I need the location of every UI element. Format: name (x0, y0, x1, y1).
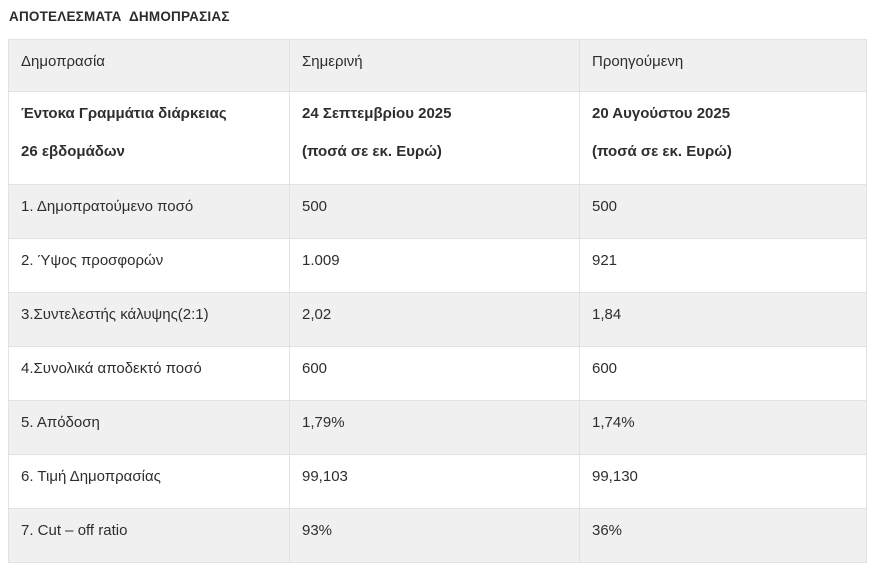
table-row-auctioned-amount: 1. Δημοπρατούμενο ποσό 500 500 (8, 183, 867, 239)
row-current-cell: 93% (289, 507, 580, 563)
table-row-cut-off-ratio: 7. Cut – off ratio 93% 36% (8, 507, 867, 563)
row-current-cell: 1,79% (289, 399, 580, 455)
row-current-cell: 600 (289, 345, 580, 401)
row-label-cell: 3.Συντελεστής κάλυψης(2:1) (8, 291, 290, 347)
row-previous-cell: 921 (579, 237, 867, 293)
bill-duration-label: 26 εβδομάδων (21, 142, 125, 160)
row-previous-cell: 500 (579, 183, 867, 239)
row-current-cell: 2,02 (289, 291, 580, 347)
row-label-cell: 6. Τιμή Δημοπρασίας (8, 453, 290, 509)
table-row-coverage-ratio: 3.Συντελεστής κάλυψης(2:1) 2,02 1,84 (8, 291, 867, 347)
column-header-auction: Δημοπρασία (8, 38, 290, 92)
table-subheader-row: Έντοκα Γραμμάτια διάρκειας 26 εβδομάδων … (8, 90, 867, 185)
previous-auction-date: 20 Αυγούστου 2025 (592, 104, 731, 122)
table-row-accepted-amount: 4.Συνολικά αποδεκτό ποσό 600 600 (8, 345, 867, 401)
table-row-yield: 5. Απόδοση 1,79% 1,74% (8, 399, 867, 455)
subheader-auction-cell: Έντοκα Γραμμάτια διάρκειας 26 εβδομάδων (8, 90, 290, 185)
table-row-bids-amount: 2. Ύψος προσφορών 1.009 921 (8, 237, 867, 293)
column-header-current: Σημερινή (289, 38, 580, 92)
row-label-cell: 7. Cut – off ratio (8, 507, 290, 563)
previous-units-note: (ποσά σε εκ. Ευρώ) (592, 142, 732, 160)
row-previous-cell: 1,74% (579, 399, 867, 455)
row-previous-cell: 36% (579, 507, 867, 563)
subheader-current-cell: 24 Σεπτεμβρίου 2025 (ποσά σε εκ. Ευρώ) (289, 90, 580, 185)
row-current-cell: 99,103 (289, 453, 580, 509)
auction-results-table: Δημοπρασία Σημερινή Προηγούμενη Έντοκα Γ… (8, 38, 867, 563)
row-label-cell: 4.Συνολικά αποδεκτό ποσό (8, 345, 290, 401)
row-current-cell: 1.009 (289, 237, 580, 293)
row-previous-cell: 600 (579, 345, 867, 401)
row-current-cell: 500 (289, 183, 580, 239)
row-previous-cell: 1,84 (579, 291, 867, 347)
table-header-row: Δημοπρασία Σημερινή Προηγούμενη (8, 38, 867, 92)
row-label-cell: 1. Δημοπρατούμενο ποσό (8, 183, 290, 239)
column-header-previous: Προηγούμενη (579, 38, 867, 92)
table-row-auction-price: 6. Τιμή Δημοπρασίας 99,103 99,130 (8, 453, 867, 509)
row-previous-cell: 99,130 (579, 453, 867, 509)
row-label-cell: 2. Ύψος προσφορών (8, 237, 290, 293)
bill-type-label: Έντοκα Γραμμάτια διάρκειας (21, 104, 227, 122)
current-units-note: (ποσά σε εκ. Ευρώ) (302, 142, 442, 160)
current-auction-date: 24 Σεπτεμβρίου 2025 (302, 104, 452, 122)
page-title: ΑΠΟΤΕΛΕΣΜΑΤΑ ΔΗΜΟΠΡΑΣΙΑΣ (9, 9, 230, 24)
subheader-previous-cell: 20 Αυγούστου 2025 (ποσά σε εκ. Ευρώ) (579, 90, 867, 185)
row-label-cell: 5. Απόδοση (8, 399, 290, 455)
